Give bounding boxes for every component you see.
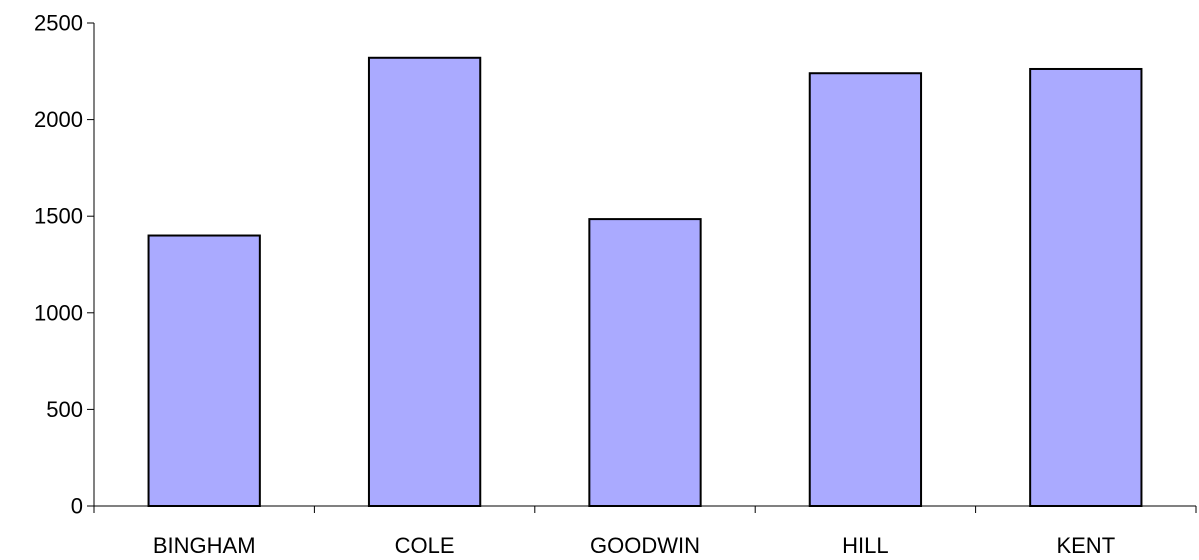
x-tick-label: BINGHAM bbox=[153, 533, 256, 558]
y-axis: 0 500 1000 1500 2000 2500 bbox=[34, 11, 95, 519]
y-tick-label: 2000 bbox=[34, 107, 83, 132]
bar-goodwin bbox=[588, 218, 702, 508]
y-tick-label: 1500 bbox=[34, 204, 83, 229]
y-tick-label: 0 bbox=[71, 494, 83, 519]
y-tick-label: 1000 bbox=[34, 300, 83, 325]
bar-kent bbox=[1029, 67, 1143, 507]
bar-bingham bbox=[147, 234, 261, 508]
bar-hill bbox=[808, 72, 923, 508]
bar-cole bbox=[367, 56, 482, 507]
y-tick-label: 2500 bbox=[34, 11, 83, 36]
y-tick-label: 500 bbox=[46, 397, 83, 422]
x-tick-label: HILL bbox=[842, 533, 888, 558]
x-tick-label: GOODWIN bbox=[590, 533, 700, 558]
bars bbox=[147, 56, 1143, 508]
x-axis: BINGHAM COLE GOODWIN HILL KENT bbox=[93, 505, 1197, 558]
x-tick-label: COLE bbox=[395, 533, 455, 558]
x-tick-label: KENT bbox=[1056, 533, 1115, 558]
